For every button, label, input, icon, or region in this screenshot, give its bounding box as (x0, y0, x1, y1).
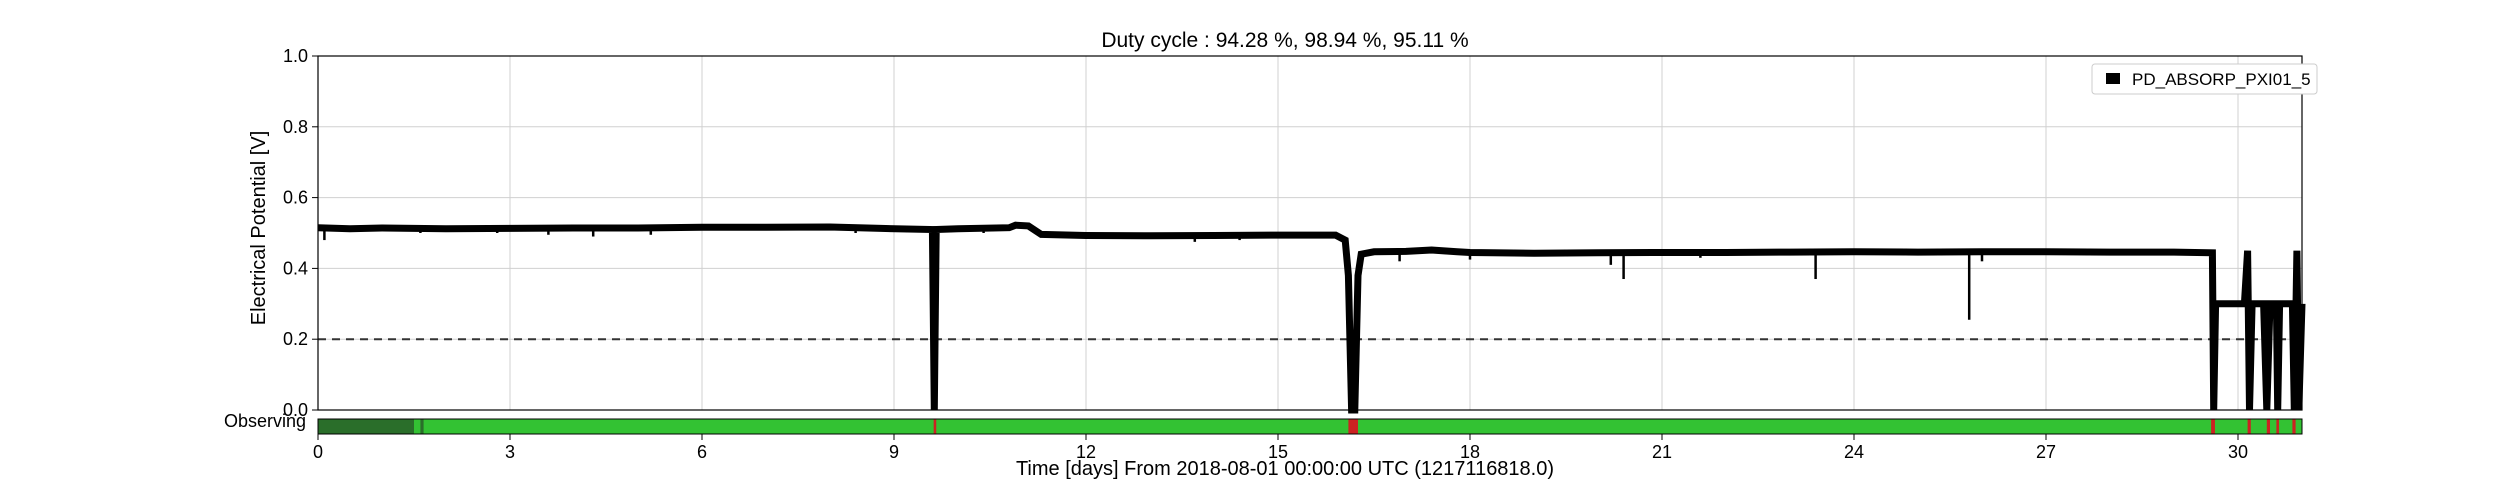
chart-title: Duty cycle : 94.28 %, 98.94 %, 95.11 % (1101, 29, 1468, 52)
y-tick-label: 0.4 (283, 258, 308, 278)
observing-segment (420, 419, 424, 434)
observing-gap (2292, 419, 2296, 434)
plot-frame (317, 55, 2303, 411)
x-tick-label: 3 (505, 442, 515, 462)
x-tick-label: 6 (697, 442, 707, 462)
observing-gap (2276, 419, 2279, 434)
observing-gap (933, 419, 937, 434)
legend: PD_ABSORP_PXI01_5 (2091, 63, 2318, 95)
x-tick-label: 15 (1268, 442, 1288, 462)
x-axis: 0 3 6 9 12 15 18 21 24 27 30 (313, 434, 2248, 462)
legend-entry: PD_ABSORP_PXI01_5 (2132, 70, 2311, 89)
observing-frame (317, 418, 2303, 435)
x-tick-label: 0 (313, 442, 323, 462)
observing-gap (2247, 419, 2251, 434)
observing-segment (318, 419, 414, 434)
y-tick-label: 1.0 (283, 46, 308, 66)
x-tick-label: 30 (2228, 442, 2248, 462)
legend-swatch (2106, 73, 2120, 84)
y-tick-label: 0.2 (283, 329, 308, 349)
observing-label: Observing (224, 411, 306, 431)
y-tick-label: 0.8 (283, 117, 308, 137)
y-axis: 0.0 0.2 0.4 0.6 0.8 1.0 (283, 46, 318, 420)
legend-box (2091, 63, 2318, 95)
x-tick-label: 27 (2036, 442, 2056, 462)
x-tick-label: 21 (1652, 442, 1672, 462)
y-tick-label: 0.0 (283, 400, 308, 420)
observing-gap (1348, 419, 1358, 434)
x-tick-label: 24 (1844, 442, 1864, 462)
y-tick-label: 0.6 (283, 188, 308, 208)
series-layer (317, 221, 2306, 414)
y-axis-label: Electrical Potential [V] (248, 131, 270, 326)
observing-bar: Observing (224, 411, 2303, 435)
observing-gap (2211, 419, 2215, 434)
x-tick-label: 9 (889, 442, 899, 462)
series-line (317, 221, 2306, 414)
observing-gap (2266, 419, 2270, 434)
x-tick-label: 12 (1076, 442, 1096, 462)
observing-on-segment (318, 419, 2302, 434)
x-axis-label: Time [days] From 2018-08-01 00:00:00 UTC… (1016, 458, 1554, 480)
x-tick-label: 18 (1460, 442, 1480, 462)
